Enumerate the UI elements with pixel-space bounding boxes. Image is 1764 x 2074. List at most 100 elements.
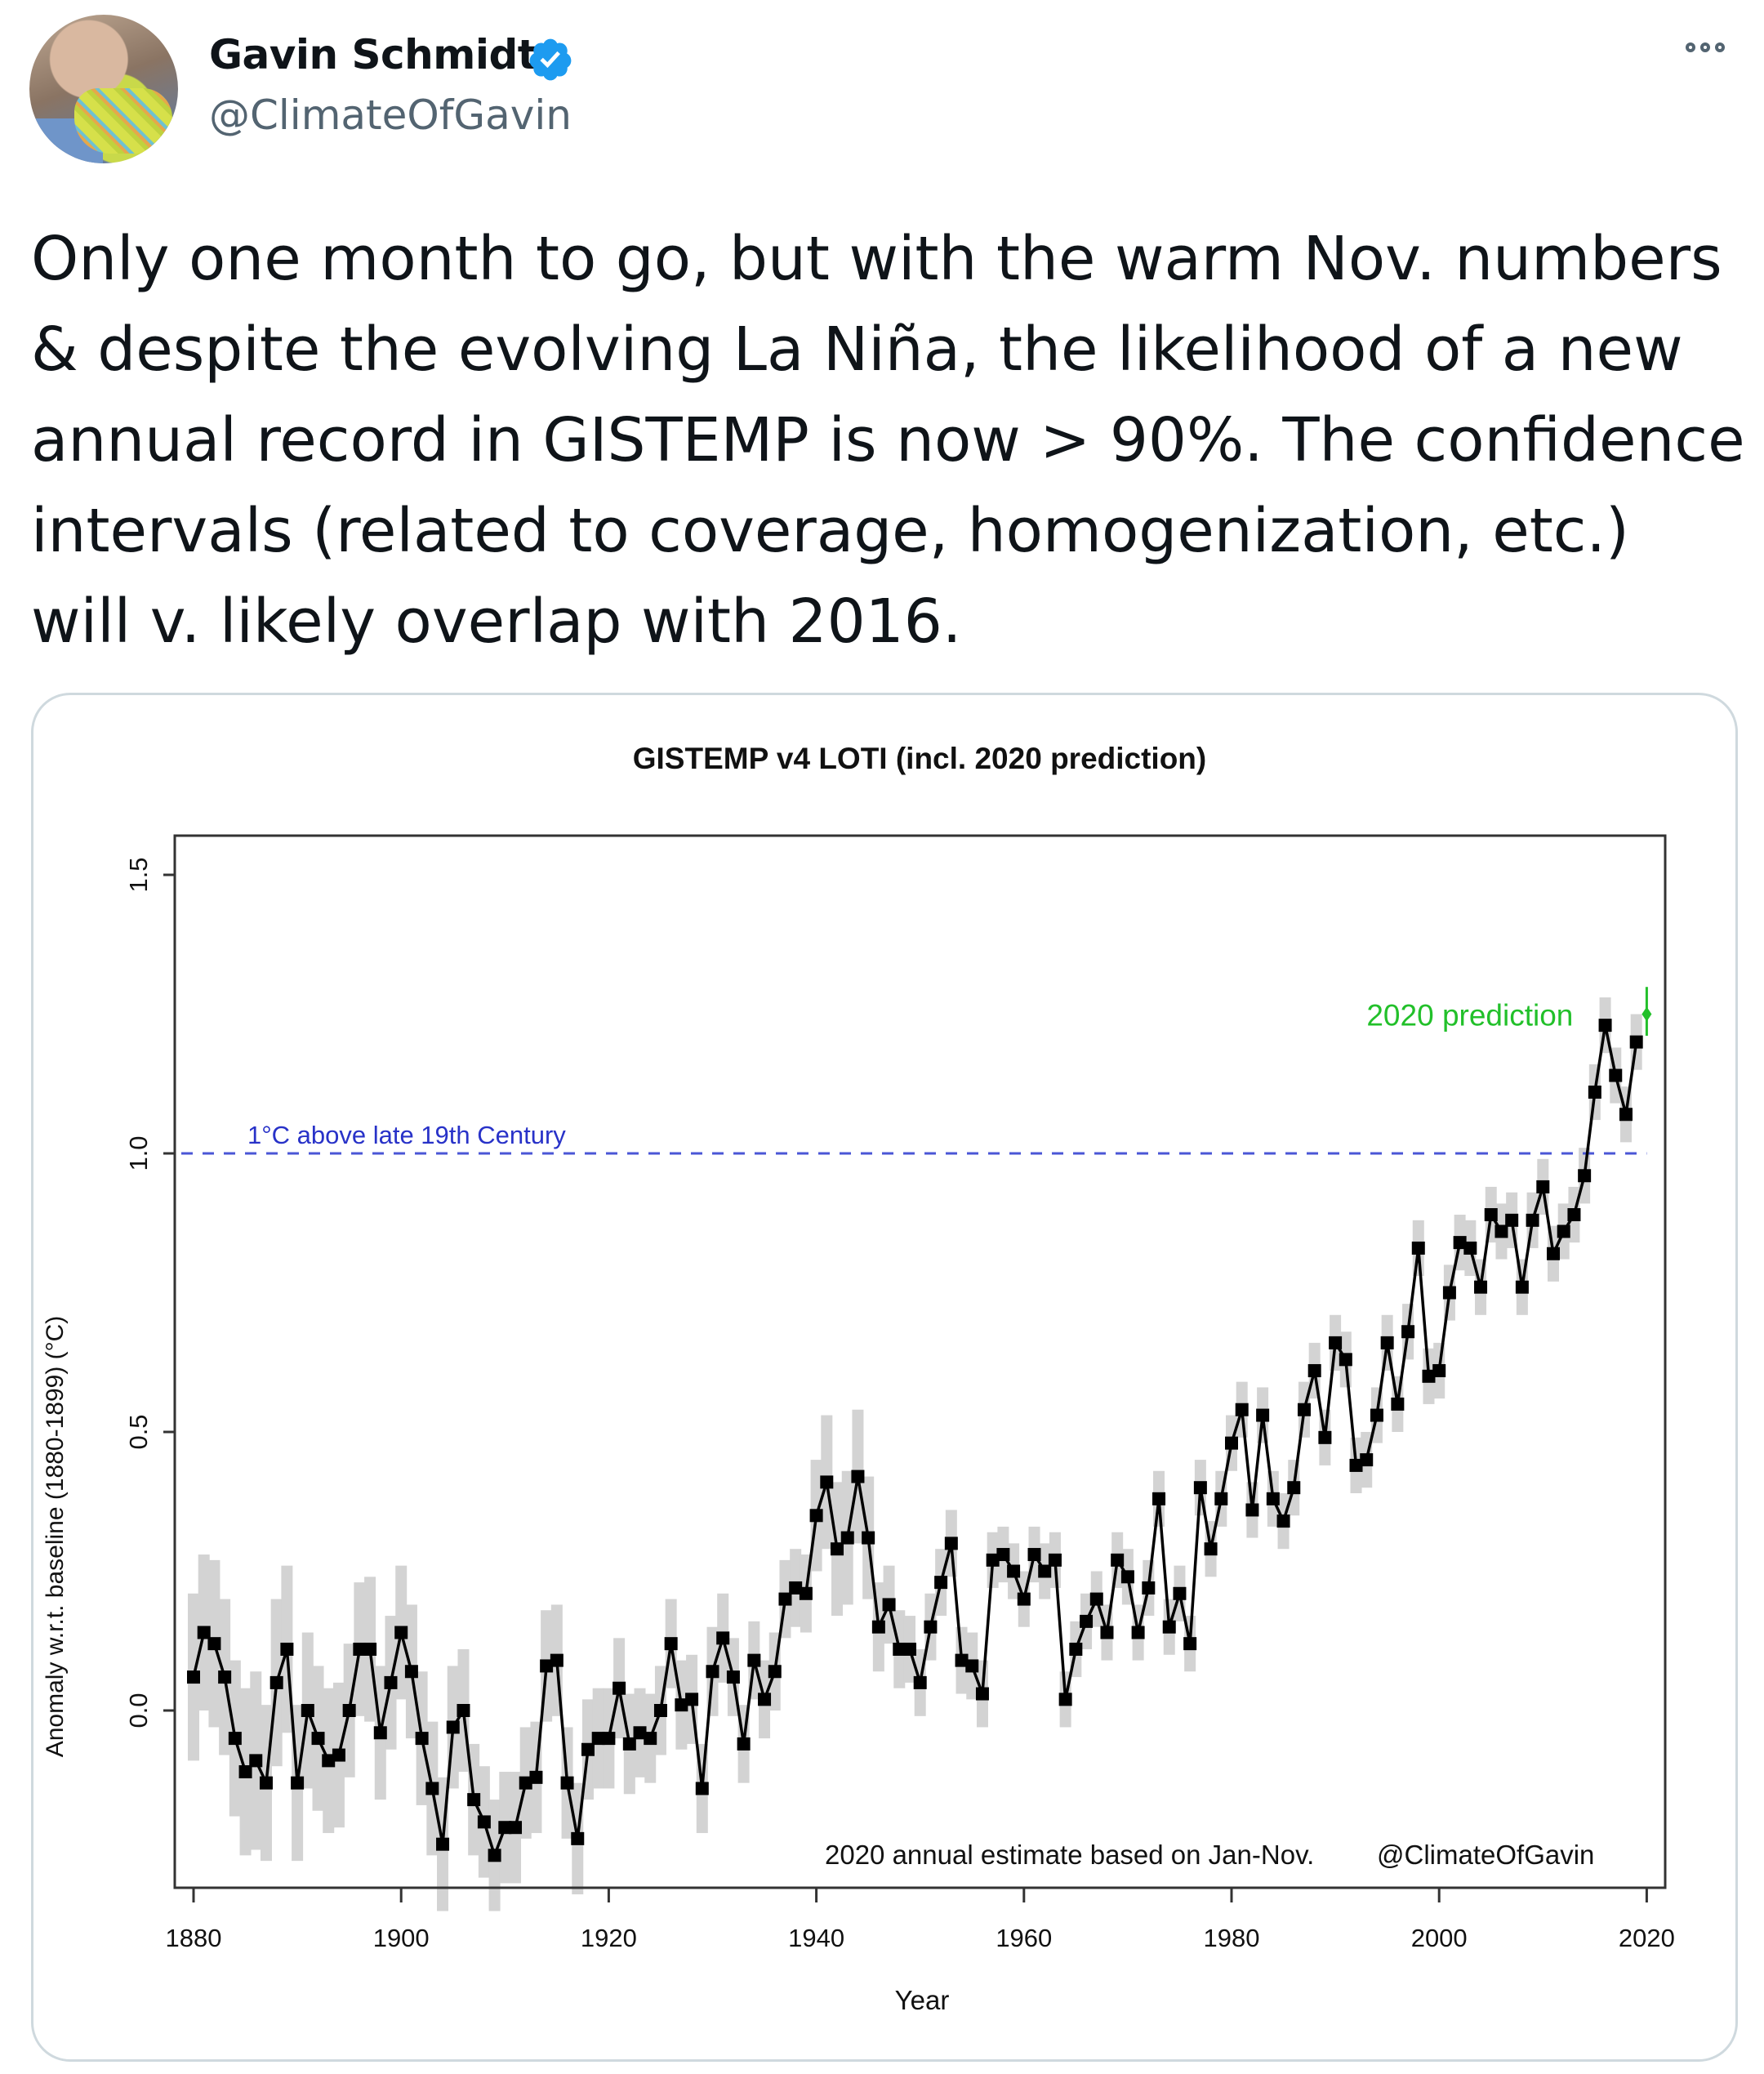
data-point	[695, 1782, 709, 1795]
data-point	[1578, 1169, 1592, 1183]
data-point	[1557, 1224, 1570, 1238]
author-handle[interactable]: @ClimateOfGavin	[209, 91, 572, 139]
data-point	[831, 1542, 844, 1556]
data-point	[1619, 1108, 1633, 1122]
data-point	[1266, 1492, 1280, 1505]
data-point	[1494, 1224, 1508, 1238]
author-name[interactable]: Gavin Schmidt	[209, 31, 537, 78]
data-point	[301, 1704, 314, 1717]
data-point	[778, 1592, 792, 1606]
data-point	[280, 1642, 294, 1656]
data-point	[1349, 1458, 1363, 1472]
data-point	[924, 1620, 938, 1634]
plot-frame	[173, 834, 1667, 1889]
prediction-label: 2020 prediction	[1366, 999, 1573, 1033]
data-point	[1370, 1408, 1383, 1422]
data-point	[965, 1659, 979, 1673]
data-point	[540, 1659, 554, 1673]
data-point	[1401, 1325, 1415, 1339]
data-point	[322, 1754, 336, 1768]
data-point	[862, 1531, 875, 1545]
data-point	[1235, 1403, 1249, 1416]
data-point	[675, 1698, 688, 1712]
data-point	[1505, 1213, 1519, 1227]
data-point	[1214, 1492, 1228, 1505]
data-point	[259, 1776, 273, 1790]
data-point	[1380, 1336, 1394, 1349]
data-point	[1193, 1481, 1207, 1495]
verified-badge-icon	[529, 38, 572, 81]
x-tick-label: 1940	[788, 1924, 844, 1952]
x-axis-label: Year	[895, 1985, 950, 2015]
data-point	[758, 1693, 772, 1706]
data-point	[602, 1732, 616, 1746]
data-point	[1318, 1430, 1332, 1444]
data-point	[446, 1720, 460, 1734]
chart-image-card[interactable]: GISTEMP v4 LOTI (incl. 2020 prediction) …	[31, 693, 1738, 2062]
x-tick-label: 1960	[996, 1924, 1052, 1952]
data-point	[820, 1475, 834, 1489]
chart-annotation: 2020 annual estimate based on Jan-Nov.	[825, 1840, 1314, 1870]
data-point	[187, 1670, 200, 1684]
chart: GISTEMP v4 LOTI (incl. 2020 prediction) …	[42, 742, 1675, 2015]
data-point	[311, 1732, 325, 1746]
data-point	[726, 1670, 740, 1684]
data-point	[1276, 1514, 1290, 1528]
data-point	[1526, 1213, 1539, 1227]
series-line	[192, 1024, 1638, 1860]
data-point	[218, 1670, 232, 1684]
data-point	[1536, 1180, 1550, 1193]
data-point	[498, 1821, 512, 1835]
data-point	[238, 1765, 252, 1779]
data-point	[706, 1665, 719, 1679]
data-point	[799, 1586, 813, 1600]
data-point	[1360, 1453, 1374, 1467]
data-point	[581, 1742, 595, 1756]
data-point	[415, 1732, 429, 1746]
tweet-text: Only one month to go, but with the warm …	[31, 224, 1745, 657]
data-point	[1432, 1363, 1446, 1377]
data-point	[1027, 1548, 1041, 1562]
data-point	[944, 1537, 958, 1550]
data-point	[633, 1726, 647, 1740]
data-point	[571, 1831, 585, 1845]
data-point	[902, 1642, 916, 1656]
avatar[interactable]	[29, 15, 178, 163]
y-tick-label: 1.5	[124, 857, 153, 892]
data-point	[913, 1675, 927, 1689]
data-point	[1058, 1693, 1072, 1706]
data-point	[1287, 1481, 1301, 1495]
data-point	[1629, 1035, 1643, 1049]
data-point	[840, 1531, 854, 1545]
data-point	[249, 1754, 263, 1768]
data-point	[1204, 1542, 1218, 1556]
data-point	[975, 1687, 989, 1701]
data-point	[436, 1837, 450, 1851]
data-point	[197, 1626, 211, 1639]
data-point	[1329, 1336, 1343, 1349]
data-point	[270, 1675, 283, 1689]
data-point	[1547, 1247, 1561, 1260]
data-point	[716, 1631, 730, 1645]
data-point	[789, 1581, 803, 1595]
more-options-icon[interactable]	[1686, 42, 1725, 52]
data-point	[653, 1704, 667, 1717]
data-point	[1080, 1614, 1094, 1628]
data-point	[342, 1704, 356, 1717]
more-dot	[1686, 42, 1695, 52]
data-point	[996, 1548, 1010, 1562]
data-point	[871, 1620, 885, 1634]
data-point	[1069, 1642, 1083, 1656]
data-point	[1411, 1241, 1425, 1255]
x-tick-label: 1900	[373, 1924, 430, 1952]
x-tick-label: 2000	[1411, 1924, 1468, 1952]
data-point	[1089, 1592, 1103, 1606]
data-point	[986, 1553, 1000, 1567]
data-point	[1142, 1581, 1156, 1595]
y-tick-label: 1.0	[124, 1135, 153, 1171]
data-point	[612, 1681, 626, 1695]
data-point	[851, 1470, 865, 1483]
data-point	[1453, 1236, 1467, 1250]
data-point	[1131, 1626, 1145, 1639]
data-point	[1007, 1564, 1021, 1578]
